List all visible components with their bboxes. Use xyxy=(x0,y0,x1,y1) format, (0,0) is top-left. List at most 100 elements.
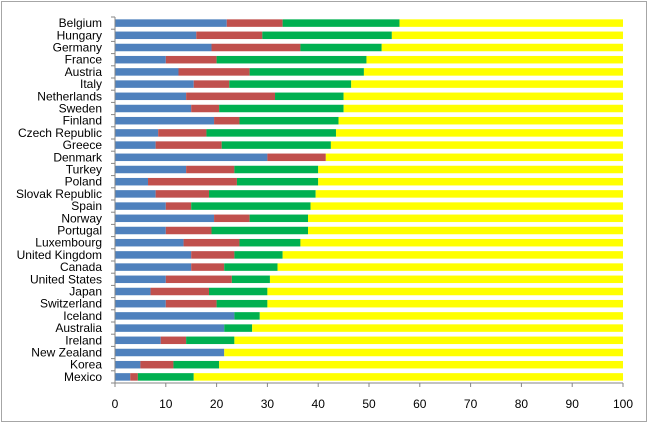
bar-segment xyxy=(234,336,623,345)
bar-segment xyxy=(381,43,623,52)
bar-segment xyxy=(173,360,220,369)
bar-segment xyxy=(249,68,364,76)
category-label: France xyxy=(65,53,103,67)
bar-segment xyxy=(165,275,232,284)
category-label: Australia xyxy=(55,321,102,335)
bar-segment xyxy=(216,55,367,64)
bar-segment xyxy=(216,299,268,308)
bar-segment xyxy=(193,80,230,88)
bar-segment xyxy=(325,153,623,162)
category-label: Netherlands xyxy=(37,89,102,103)
category-label: New Zealand xyxy=(31,346,102,360)
bar-segment xyxy=(249,214,309,223)
bar-segment xyxy=(219,104,344,113)
bar-segment xyxy=(115,226,166,235)
bar-segment xyxy=(150,287,209,296)
bar-segment xyxy=(115,190,156,198)
bar-segment xyxy=(115,251,192,259)
bar-segment xyxy=(115,80,194,88)
bars-group xyxy=(115,19,624,381)
bar-segment xyxy=(343,92,623,101)
category-label: Portugal xyxy=(57,224,102,238)
bar-segment xyxy=(196,31,263,40)
bar-segment xyxy=(165,55,217,64)
bar-segment xyxy=(115,116,215,125)
category-label: Ireland xyxy=(65,333,102,347)
category-labels: BelgiumHungaryGermanyFranceAustriaItalyN… xyxy=(16,16,103,384)
bar-segment xyxy=(115,287,151,296)
bar-segment xyxy=(351,80,623,88)
x-tick-label: 100 xyxy=(613,397,633,411)
category-label: Germany xyxy=(53,41,102,55)
bar-segment xyxy=(178,68,250,76)
bar-segment xyxy=(310,202,623,210)
bar-segment xyxy=(115,104,192,113)
bar-segment xyxy=(259,312,623,320)
category-label: United Kingdom xyxy=(17,248,102,262)
bar-segment xyxy=(219,360,623,369)
x-tick-label: 20 xyxy=(210,397,224,411)
category-label: Austria xyxy=(65,65,103,79)
bar-segment xyxy=(236,177,319,186)
bar-segment xyxy=(366,55,623,64)
category-label: Spain xyxy=(71,199,102,213)
category-label: Iceland xyxy=(63,309,102,323)
bar-segment xyxy=(115,238,184,247)
category-label: Denmark xyxy=(53,150,103,164)
bar-segment xyxy=(315,190,623,198)
x-tick-label: 90 xyxy=(566,397,580,411)
bar-segment xyxy=(115,153,268,162)
bar-segment xyxy=(191,104,220,113)
bar-segment xyxy=(115,263,192,271)
bar-segment xyxy=(155,190,209,198)
bar-segment xyxy=(343,104,623,113)
bar-segment xyxy=(252,324,623,332)
category-label: Greece xyxy=(63,138,103,152)
bar-segment xyxy=(234,165,319,174)
bar-segment xyxy=(165,226,212,235)
category-label: Sweden xyxy=(59,102,102,116)
x-tick-label: 30 xyxy=(261,397,275,411)
bar-segment xyxy=(234,312,260,320)
bar-segment xyxy=(363,68,623,76)
category-label: Switzerland xyxy=(40,297,102,311)
bar-segment xyxy=(115,31,197,40)
bar-segment xyxy=(208,190,316,198)
bar-segment xyxy=(165,299,217,308)
bar-segment xyxy=(137,373,194,381)
bar-segment xyxy=(300,43,382,52)
x-tick-label: 60 xyxy=(413,397,427,411)
bar-segment xyxy=(231,275,270,284)
bar-segment xyxy=(115,214,215,223)
bar-segment xyxy=(186,165,235,174)
axes-group xyxy=(111,16,624,387)
bar-segment xyxy=(193,373,624,381)
bar-segment xyxy=(115,373,131,381)
bar-segment xyxy=(115,348,225,357)
bar-segment xyxy=(158,129,207,137)
bar-segment xyxy=(115,55,166,64)
bar-segment xyxy=(282,251,623,259)
bar-segment xyxy=(226,19,283,27)
bar-segment xyxy=(148,177,237,186)
x-tick-label: 10 xyxy=(159,397,173,411)
x-tick-labels: 0 10 20 30 40 50 60 70 80 90 100 xyxy=(112,397,634,411)
bar-segment xyxy=(130,373,138,381)
bar-segment xyxy=(115,68,179,76)
bar-segment xyxy=(115,43,212,52)
bar-segment xyxy=(234,251,283,259)
bar-segment xyxy=(239,238,301,247)
bar-segment xyxy=(208,287,268,296)
bar-segment xyxy=(277,263,623,271)
bar-segment xyxy=(186,92,276,101)
bar-segment xyxy=(191,202,311,210)
bar-segment xyxy=(262,31,392,40)
category-label: Japan xyxy=(69,285,102,299)
bar-segment xyxy=(115,299,166,308)
category-label: Slovak Republic xyxy=(16,187,102,201)
bar-segment xyxy=(399,19,623,27)
bar-segment xyxy=(214,214,250,223)
category-label: Poland xyxy=(65,175,102,189)
